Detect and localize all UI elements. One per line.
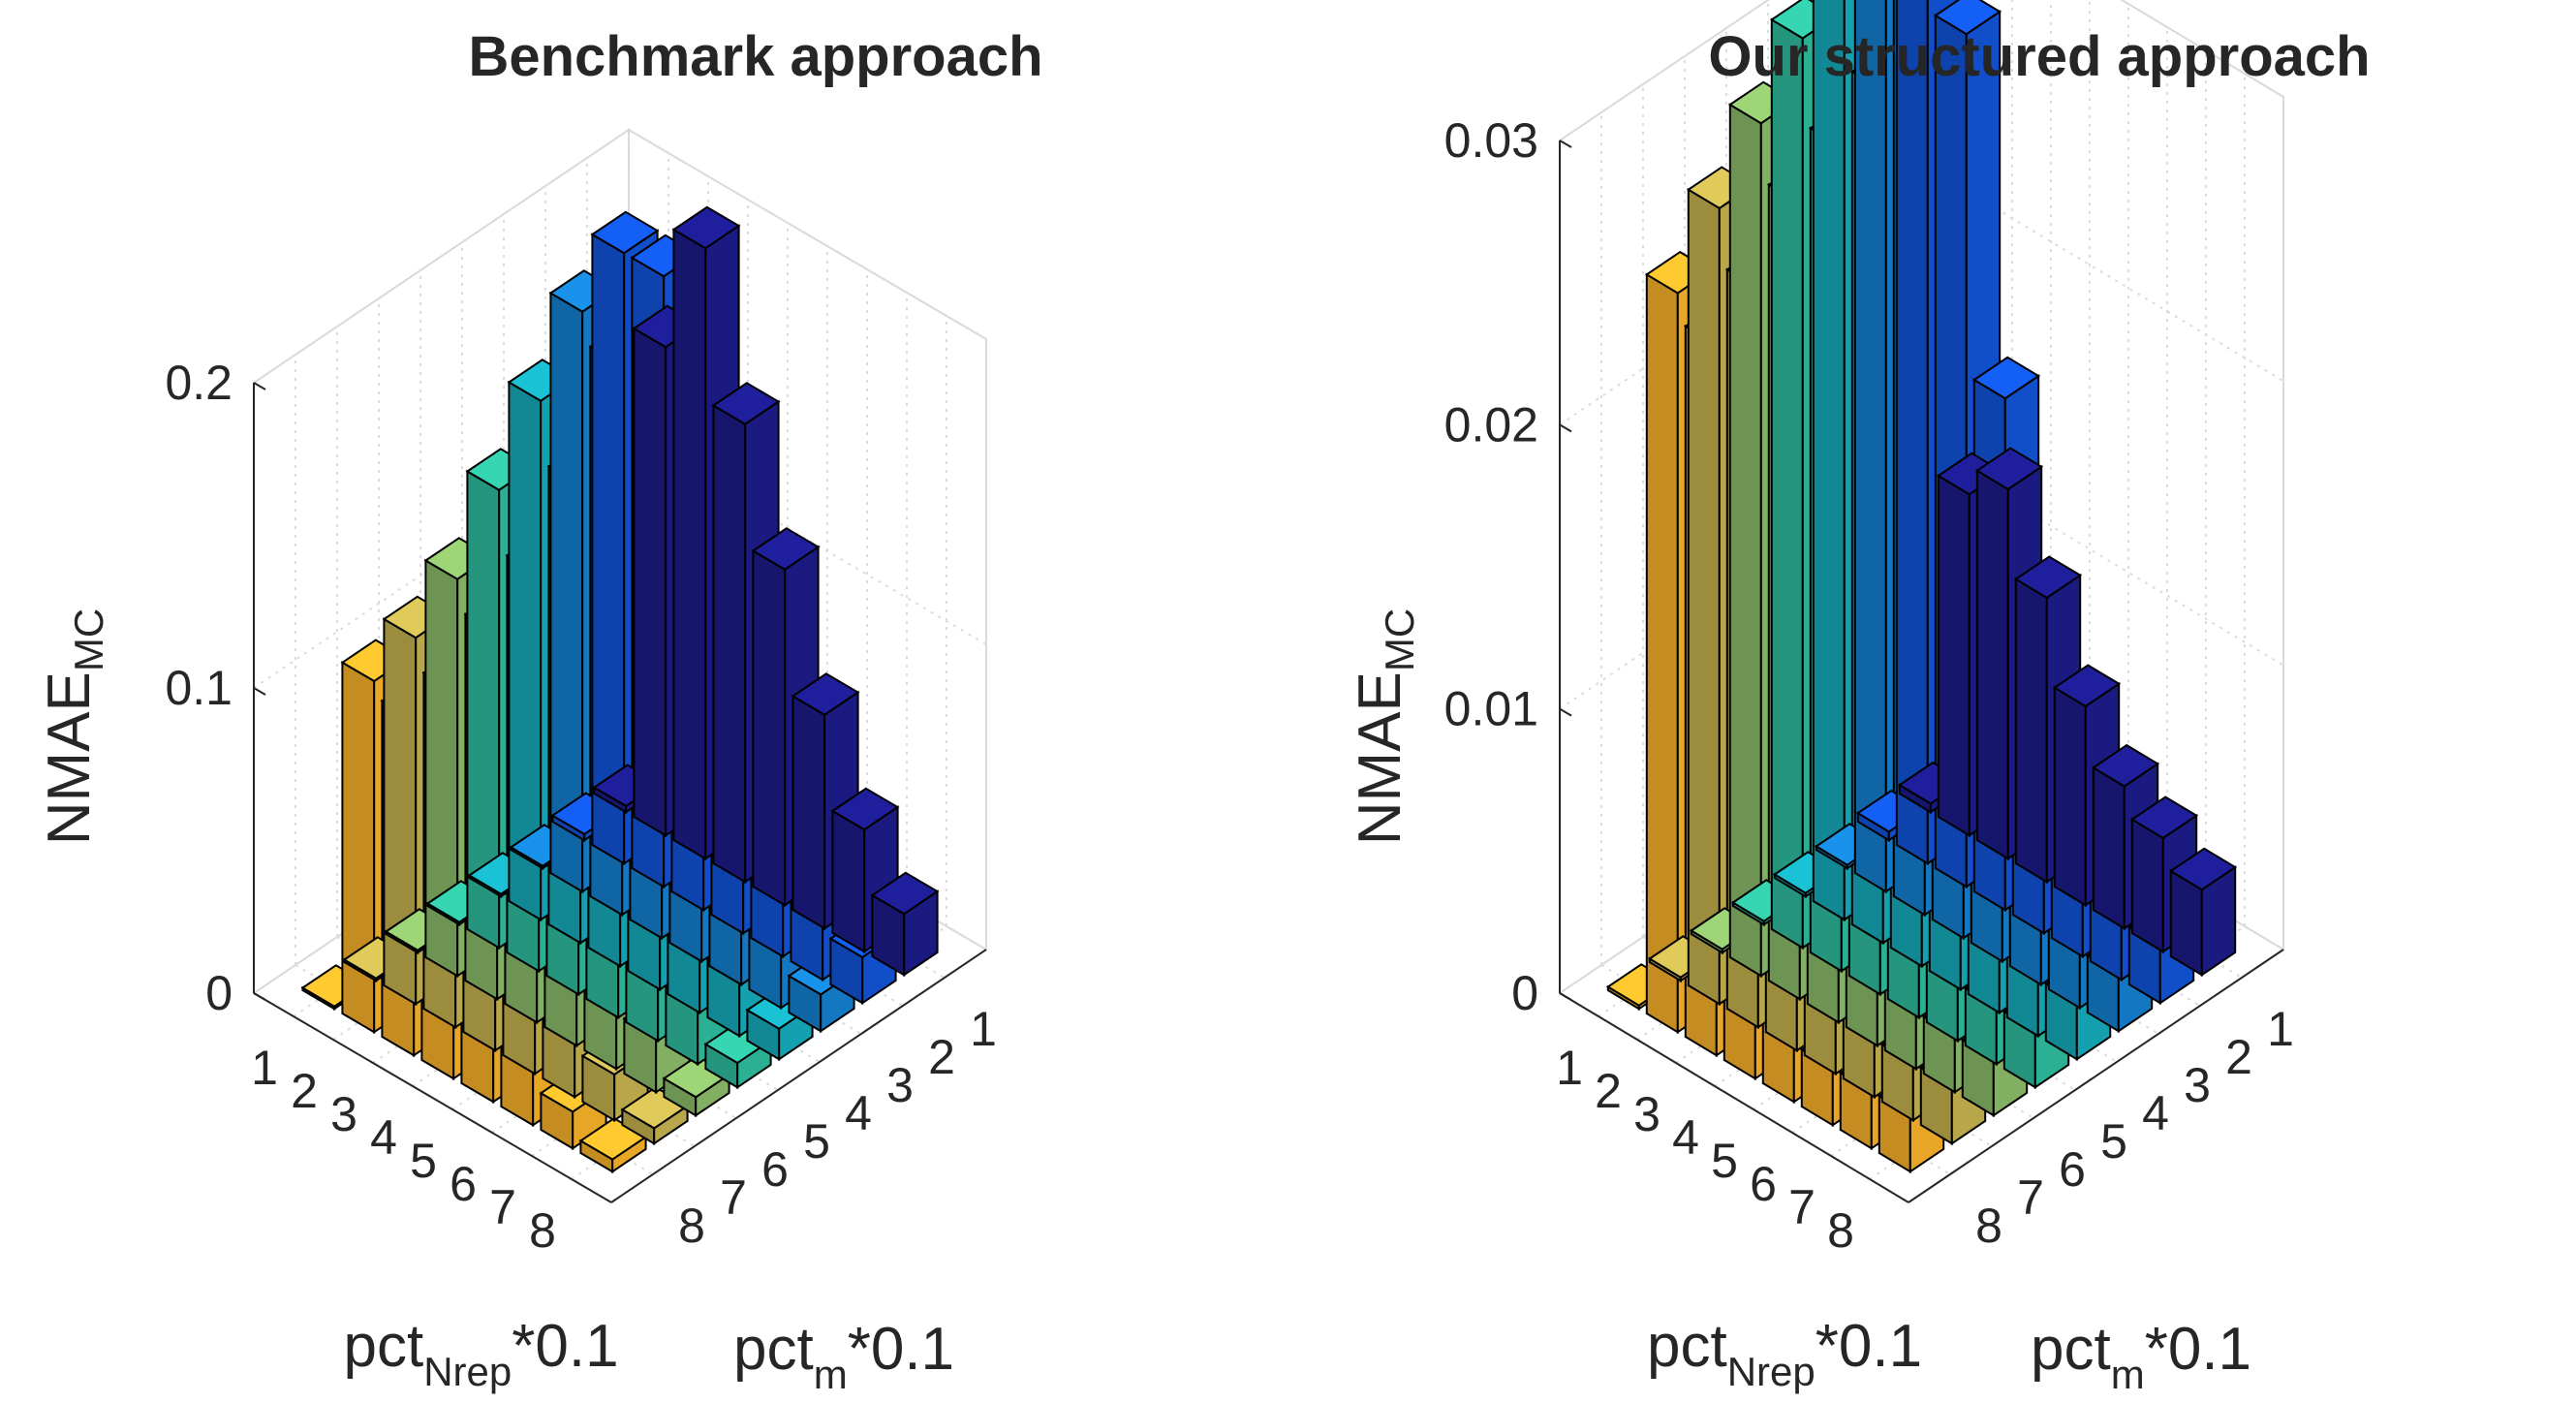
x-tick-label: 4 <box>370 1110 397 1165</box>
y-tick-label: 6 <box>761 1142 789 1197</box>
bar-face-front <box>1853 0 1887 893</box>
bar-face-front <box>831 809 866 953</box>
x-tick-label: 3 <box>1633 1087 1660 1141</box>
y-axis-line <box>610 949 987 1203</box>
y-tick-label: 8 <box>678 1199 705 1253</box>
x-tick-label: 7 <box>1788 1180 1816 1234</box>
bar-face-top <box>2013 555 2083 600</box>
x-tick-label: 3 <box>330 1087 357 1141</box>
y-axis-label: pctm*0.1 <box>2031 1316 2251 1397</box>
y-tick-label: 1 <box>970 1002 997 1056</box>
bar-face-top <box>2168 847 2238 891</box>
bar-face-top <box>671 205 741 250</box>
x-tick-label: 1 <box>251 1041 278 1095</box>
bar-face-front <box>2092 765 2126 930</box>
bar-face-top <box>791 672 860 716</box>
bar-face-front <box>1687 187 1721 1006</box>
z-tick-label: 0.1 <box>165 661 233 715</box>
bar-face-top <box>711 382 781 425</box>
chart-title: Benchmark approach <box>468 25 1042 88</box>
bar-face-top <box>1974 447 2044 491</box>
bar-face-front <box>1937 474 1971 837</box>
bar-face-top <box>590 210 660 255</box>
y-tick-label: 5 <box>803 1114 830 1169</box>
bar-face-top <box>1971 356 2041 400</box>
y-tick-label: 2 <box>928 1030 955 1084</box>
bar-face-front <box>1645 272 1679 1034</box>
bars <box>1605 0 2238 1174</box>
z-tick-label: 0 <box>205 966 233 1020</box>
x-tick-label: 2 <box>291 1064 318 1118</box>
bar-face-front <box>752 548 787 907</box>
chart-title: Our structured approach <box>1708 25 2370 88</box>
x-tick-label: 4 <box>1672 1110 1699 1165</box>
bar-face-front <box>1770 17 1804 950</box>
y-tick-label: 7 <box>2017 1170 2044 1225</box>
z-tick-label: 0.03 <box>1444 113 1538 168</box>
z-tick-label: 0.02 <box>1444 397 1538 452</box>
bar-face-front <box>672 228 707 860</box>
bar-face-top <box>2052 664 2122 708</box>
y-tick-label: 8 <box>1975 1199 2002 1253</box>
bar-face-front <box>1895 0 1929 865</box>
x-axis-label: pctNrep*0.1 <box>1647 1313 1922 1394</box>
z-tick-label: 0.01 <box>1444 682 1538 736</box>
x-tick-label: 5 <box>1711 1134 1738 1188</box>
bar-face-front <box>591 233 626 865</box>
y-tick-label: 3 <box>886 1058 914 1112</box>
x-axis-label: pctNrep*0.1 <box>344 1313 619 1394</box>
bar-face-top <box>2091 743 2160 788</box>
y-tick-label: 3 <box>2184 1058 2211 1112</box>
z-tick-label: 0 <box>1511 966 1538 1020</box>
bar-face-front <box>1812 0 1846 921</box>
bar-face-front <box>633 327 667 837</box>
z-axis-label: NMAEMC <box>36 608 111 845</box>
y-tick-label: 5 <box>2100 1114 2127 1169</box>
x-tick-label: 1 <box>1556 1041 1583 1095</box>
y-tick-label: 2 <box>2225 1030 2252 1084</box>
z-tick-label: 0.2 <box>165 356 233 410</box>
bar-face-front <box>2014 577 2048 884</box>
y-tick-label: 4 <box>2142 1086 2169 1140</box>
bar-face-top <box>1933 0 2002 36</box>
bar-face-front <box>1728 103 1762 978</box>
bar-face-top <box>830 787 900 831</box>
y-tick-label: 6 <box>2059 1142 2086 1197</box>
bar-x8-y1 <box>870 871 940 978</box>
bar-face-top <box>751 527 821 571</box>
bar-face-front <box>2053 685 2087 907</box>
x-axis-line <box>1559 992 1909 1203</box>
bars <box>300 205 940 1174</box>
y-axis-line <box>1908 949 2284 1203</box>
x-tick-label: 8 <box>529 1203 556 1258</box>
x-tick-label: 2 <box>1595 1064 1622 1118</box>
z-axis-label: NMAEMC <box>1347 608 1422 845</box>
bar-face-top <box>870 871 940 916</box>
x-tick-label: 7 <box>489 1180 516 1234</box>
bar-face-front <box>712 403 747 884</box>
y-tick-label: 7 <box>720 1170 747 1225</box>
y-axis-label: pctm*0.1 <box>733 1316 954 1397</box>
bar-face-front <box>791 694 826 930</box>
y-tick-label: 1 <box>2267 1002 2294 1056</box>
x-tick-label: 6 <box>1750 1157 1777 1211</box>
bar-face-front <box>2130 817 2164 953</box>
bar-x8-y1 <box>2168 847 2238 978</box>
bar-face-front <box>1975 468 2009 860</box>
x-tick-label: 5 <box>410 1134 437 1188</box>
x-tick-label: 8 <box>1827 1203 1854 1258</box>
x-axis-line <box>253 992 612 1203</box>
x-tick-label: 6 <box>450 1157 477 1211</box>
y-tick-label: 4 <box>845 1086 872 1140</box>
bar-face-top <box>2129 795 2199 840</box>
